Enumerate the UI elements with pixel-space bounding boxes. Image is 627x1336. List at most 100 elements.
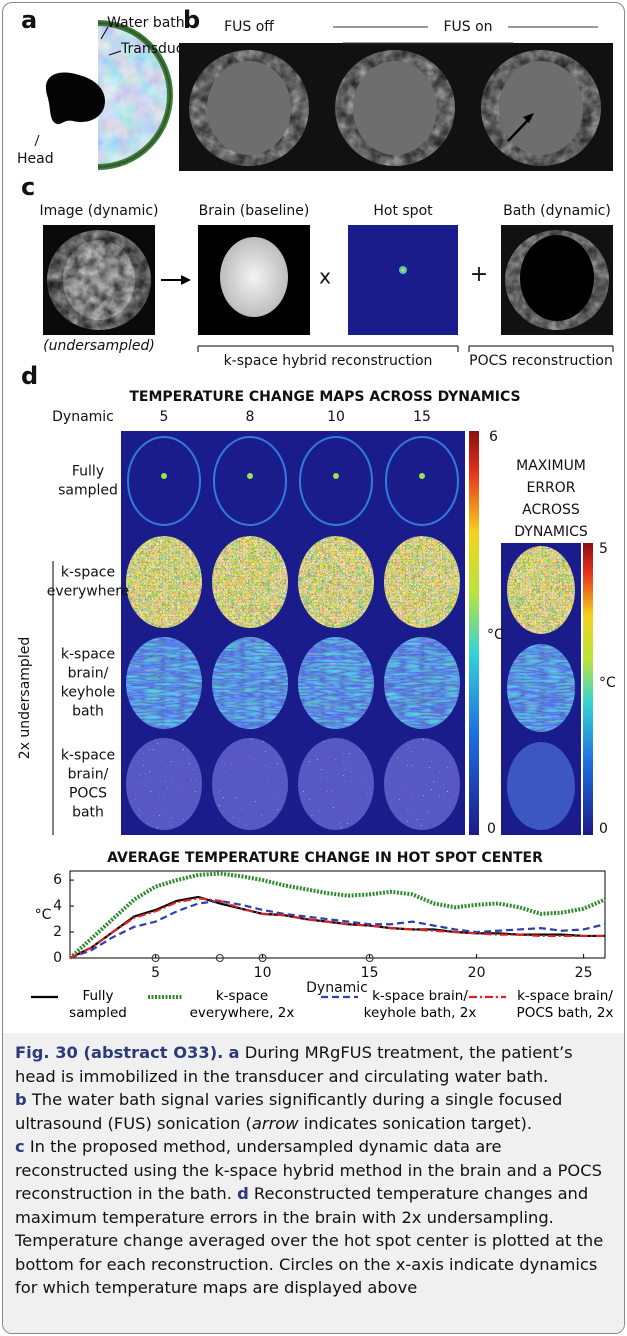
title: TEMPERATURE CHANGE MAPS ACROSS DYNAMICS — [129, 389, 520, 405]
panel-b-art — [179, 42, 613, 171]
series-line — [69, 897, 605, 959]
map — [213, 436, 287, 526]
label: FUS off — [224, 19, 274, 35]
hot-spot — [247, 473, 253, 479]
map — [126, 738, 202, 830]
label: POCS reconstruction — [469, 353, 613, 369]
row-label: Fully — [72, 464, 104, 480]
panel-a-art — [34, 20, 173, 170]
y-tick-label: 2 — [53, 924, 62, 940]
label: Dynamic — [52, 409, 114, 425]
x-tick-label: 10 — [254, 965, 272, 981]
colorbar-label: 6 — [489, 429, 498, 445]
row-label: sampled — [58, 483, 118, 499]
map — [298, 738, 374, 830]
caption-text: c — [15, 1137, 25, 1156]
caption-text: indicates sonication target). — [298, 1113, 533, 1133]
label: (undersampled) — [43, 338, 155, 354]
label: k-space hybrid reconstruction — [224, 353, 433, 369]
legend-item: Fully sampled — [69, 988, 127, 1021]
row-label: k-space — [61, 748, 115, 764]
map — [384, 536, 460, 628]
operator: x — [319, 265, 331, 289]
legend-item: k-space brain/ keyhole bath, 2x — [363, 988, 477, 1021]
panel-letter: b — [183, 6, 200, 34]
label: Image (dynamic) — [39, 203, 158, 219]
dynamic-marker — [151, 954, 160, 962]
chart-title: AVERAGE TEMPERATURE CHANGE IN HOT SPOT C… — [107, 850, 543, 866]
colorbar-label: 5 — [599, 541, 608, 557]
legend-label: k-space brain/ keyhole bath, 2x — [363, 988, 477, 1021]
row-label: bath — [72, 805, 104, 821]
map — [299, 436, 373, 526]
map — [384, 738, 460, 830]
hot-spot — [161, 473, 167, 479]
dynamic-marker — [365, 954, 374, 962]
map — [126, 536, 202, 628]
y-tick-label: 4 — [53, 898, 62, 914]
panel-letter: c — [21, 173, 35, 201]
y-tick-label: 6 — [53, 872, 62, 888]
map — [384, 637, 460, 729]
row-label: k-space — [61, 647, 115, 663]
x-tick-label: 15 — [361, 965, 379, 981]
panel-letter: a — [21, 6, 37, 34]
x-tick-label: 25 — [575, 965, 593, 981]
row-label: everywhere — [47, 584, 130, 600]
colorbar-label: 0 — [487, 821, 496, 837]
caption-text: d — [237, 1184, 249, 1203]
label: 10 — [327, 409, 345, 425]
map — [127, 436, 201, 526]
dynamic-marker — [258, 954, 267, 962]
dynamic-marker — [215, 954, 224, 962]
map — [212, 536, 288, 628]
label: DYNAMICS — [514, 524, 588, 540]
plot-area — [69, 870, 606, 959]
row-label: brain/ — [68, 767, 109, 783]
map — [212, 738, 288, 830]
caption: Fig. 30 (abstract O33). a During MRgFUS … — [3, 1033, 624, 1333]
label: 5 — [160, 409, 169, 425]
caption-text: During MRgFUS treatment, the patient’s h… — [15, 1043, 573, 1086]
colorbar-label: °C — [487, 627, 504, 643]
map — [212, 637, 288, 729]
label: MAXIMUM — [516, 458, 586, 474]
label: Water bath — [107, 15, 185, 31]
series-line — [69, 899, 606, 960]
caption-text: Reconstructed temperature changes and ma… — [15, 1184, 604, 1297]
map — [298, 536, 374, 628]
legend-item: k-space brain/ POCS bath, 2x — [516, 988, 614, 1021]
map — [385, 436, 459, 526]
caption-text: arrow — [251, 1113, 299, 1133]
hot-spot — [419, 473, 425, 479]
caption-text: In the proposed method, undersampled dyn… — [15, 1137, 602, 1203]
figure-art: a Water bath Transducer Head b FUS off FUS on c… — [17, 6, 616, 1021]
row-label: POCS — [69, 786, 107, 802]
legend-label: k-space everywhere, 2x — [189, 988, 295, 1021]
x-axis-label: Dynamic — [306, 980, 368, 996]
label: Hot spot — [373, 203, 433, 219]
legend-label: k-space brain/ POCS bath, 2x — [516, 988, 614, 1021]
label: 15 — [413, 409, 431, 425]
series-line — [69, 895, 605, 959]
label: ERROR — [526, 480, 575, 496]
label: Transducer — [120, 41, 198, 57]
colorbar-label: 0 — [599, 821, 608, 837]
label: Brain (baseline) — [199, 203, 310, 219]
operator: + — [470, 262, 488, 287]
row-label: keyhole — [61, 685, 115, 701]
row-label: k-space — [61, 565, 115, 581]
legend-label: Fully sampled — [69, 988, 127, 1021]
group-label: 2x undersampled — [17, 637, 33, 759]
panel-letter: d — [21, 362, 38, 390]
hot-spot — [333, 473, 339, 479]
x-tick-label: 20 — [468, 965, 486, 981]
x-tick-label: 5 — [151, 965, 160, 981]
label: 8 — [246, 409, 255, 425]
caption-text: a — [228, 1043, 240, 1062]
caption-text: Fig. 30 (abstract O33). — [15, 1043, 224, 1062]
colorbar-label: °C — [599, 675, 616, 691]
caption-text: The water bath signal varies significant… — [15, 1090, 563, 1133]
caption-text: b — [15, 1090, 27, 1109]
